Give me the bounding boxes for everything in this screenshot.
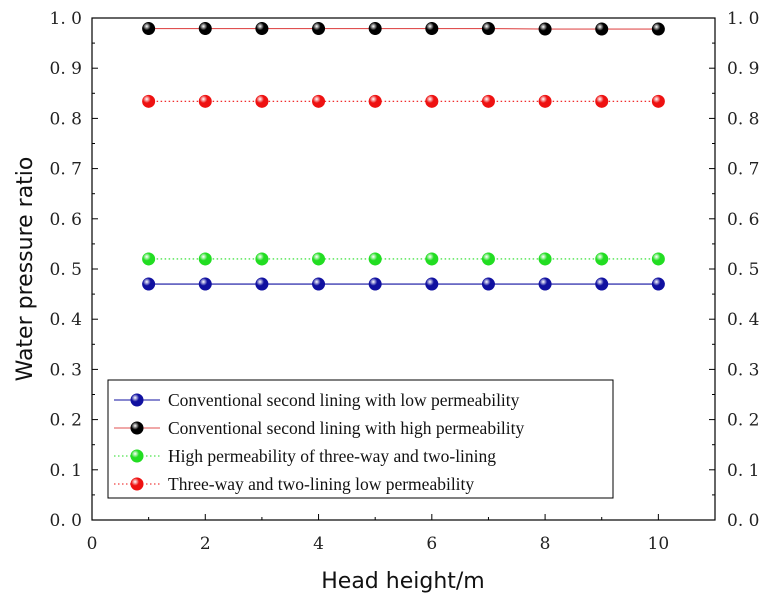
data-point-conventional-second-lining-with-low-permeability — [312, 277, 326, 291]
data-point-high-permeability-of-three-way-and-two-lining — [538, 252, 552, 266]
y-tick-label-right: 0. 1 — [727, 461, 759, 481]
y-tick-label-right: 0. 8 — [727, 109, 759, 129]
y-tick-label-left: 0. 2 — [50, 411, 82, 431]
y-tick-label-right: 0. 2 — [727, 411, 759, 431]
x-tick-label: 0 — [87, 534, 98, 554]
legend-box — [107, 379, 614, 499]
legend-label-conventional-second-lining-with-low-permeability: Conventional second lining with low perm… — [168, 390, 520, 410]
data-point-high-permeability-of-three-way-and-two-lining — [651, 252, 665, 266]
data-point-conventional-second-lining-with-high-permeability — [368, 22, 382, 36]
x-tick-label: 8 — [540, 534, 551, 554]
legend-label-three-way-and-two-lining-low-permeability: Three-way and two-lining low permeabilit… — [168, 474, 474, 494]
data-point-conventional-second-lining-with-high-permeability — [538, 22, 552, 36]
data-point-three-way-and-two-lining-low-permeability — [595, 94, 609, 108]
data-point-high-permeability-of-three-way-and-two-lining — [425, 252, 439, 266]
data-point-three-way-and-two-lining-low-permeability — [198, 94, 212, 108]
y-tick-label-left: 0. 4 — [50, 310, 82, 330]
data-point-three-way-and-two-lining-low-permeability — [651, 94, 665, 108]
data-point-conventional-second-lining-with-high-permeability — [595, 22, 609, 36]
data-point-three-way-and-two-lining-low-permeability — [368, 94, 382, 108]
y-tick-label-left: 0. 0 — [50, 511, 82, 531]
y-tick-label-left: 0. 7 — [50, 160, 82, 180]
y-tick-label-left: 0. 6 — [50, 210, 82, 230]
y-tick-label-right: 0. 6 — [727, 210, 759, 230]
legend: Conventional second lining with low perm… — [107, 379, 614, 499]
x-tick-label: 4 — [313, 534, 324, 554]
data-point-high-permeability-of-three-way-and-two-lining — [255, 252, 269, 266]
series — [142, 22, 665, 291]
x-tick-label: 10 — [648, 534, 670, 554]
data-point-conventional-second-lining-with-low-permeability — [142, 277, 156, 291]
data-point-conventional-second-lining-with-low-permeability — [538, 277, 552, 291]
data-point-conventional-second-lining-with-low-permeability — [651, 277, 665, 291]
data-point-conventional-second-lining-with-low-permeability — [255, 277, 269, 291]
data-point-high-permeability-of-three-way-and-two-lining — [481, 252, 495, 266]
legend-marker-conventional-second-lining-with-low-permeability — [130, 393, 144, 407]
data-point-conventional-second-lining-with-high-permeability — [481, 22, 495, 36]
y-tick-label-right: 0. 5 — [727, 260, 759, 280]
y-tick-label-right: 0. 0 — [727, 511, 759, 531]
legend-marker-high-permeability-of-three-way-and-two-lining — [130, 449, 144, 463]
data-point-high-permeability-of-three-way-and-two-lining — [312, 252, 326, 266]
data-point-conventional-second-lining-with-low-permeability — [198, 277, 212, 291]
data-point-conventional-second-lining-with-low-permeability — [595, 277, 609, 291]
y-tick-label-left: 0. 1 — [50, 461, 82, 481]
y-tick-label-left: 0. 9 — [50, 59, 82, 79]
data-point-three-way-and-two-lining-low-permeability — [538, 94, 552, 108]
y-tick-label-right: 0. 4 — [727, 310, 759, 330]
data-point-conventional-second-lining-with-low-permeability — [425, 277, 439, 291]
data-point-three-way-and-two-lining-low-permeability — [142, 94, 156, 108]
legend-label-high-permeability-of-three-way-and-two-lining: High permeability of three-way and two-l… — [168, 446, 496, 466]
y-tick-label-left: 0. 8 — [50, 109, 82, 129]
legend-label-conventional-second-lining-with-high-permeability: Conventional second lining with high per… — [168, 418, 525, 438]
data-point-conventional-second-lining-with-low-permeability — [481, 277, 495, 291]
legend-marker-conventional-second-lining-with-high-permeability — [130, 421, 144, 435]
y-tick-label-right: 0. 7 — [727, 160, 759, 180]
data-point-high-permeability-of-three-way-and-two-lining — [142, 252, 156, 266]
series-line-conventional-second-lining-with-high-permeability — [148, 27, 659, 30]
data-point-three-way-and-two-lining-low-permeability — [312, 94, 326, 108]
y-tick-label-right: 0. 3 — [727, 360, 759, 380]
y-tick-label-left: 0. 3 — [50, 360, 82, 380]
y-axis-title: Water pressure ratio — [13, 157, 38, 382]
data-point-conventional-second-lining-with-high-permeability — [142, 22, 156, 36]
y-tick-label-right: 0. 9 — [727, 59, 759, 79]
data-point-high-permeability-of-three-way-and-two-lining — [368, 252, 382, 266]
data-point-high-permeability-of-three-way-and-two-lining — [198, 252, 212, 266]
data-point-three-way-and-two-lining-low-permeability — [255, 94, 269, 108]
y-tick-label-right: 1. 0 — [727, 9, 759, 29]
ticks: 0. 0 0. 0 0. 1 0. 1 0. 2 0. 2 0. 3 0. 3 0. 4 0. 4… — [50, 9, 760, 554]
data-point-conventional-second-lining-with-high-permeability — [425, 22, 439, 36]
data-point-three-way-and-two-lining-low-permeability — [481, 94, 495, 108]
x-axis-title: Head height/m — [321, 569, 485, 594]
data-point-conventional-second-lining-with-high-permeability — [198, 22, 212, 36]
y-tick-label-left: 1. 0 — [50, 9, 82, 29]
data-point-conventional-second-lining-with-high-permeability — [255, 22, 269, 36]
data-point-three-way-and-two-lining-low-permeability — [425, 94, 439, 108]
legend-marker-three-way-and-two-lining-low-permeability — [130, 477, 144, 491]
data-point-conventional-second-lining-with-low-permeability — [368, 277, 382, 291]
x-tick-label: 2 — [200, 534, 211, 554]
data-point-conventional-second-lining-with-high-permeability — [651, 22, 665, 36]
data-point-conventional-second-lining-with-high-permeability — [312, 22, 326, 36]
data-point-high-permeability-of-three-way-and-two-lining — [595, 252, 609, 266]
x-tick-label: 6 — [426, 534, 437, 554]
y-tick-label-left: 0. 5 — [50, 260, 82, 280]
